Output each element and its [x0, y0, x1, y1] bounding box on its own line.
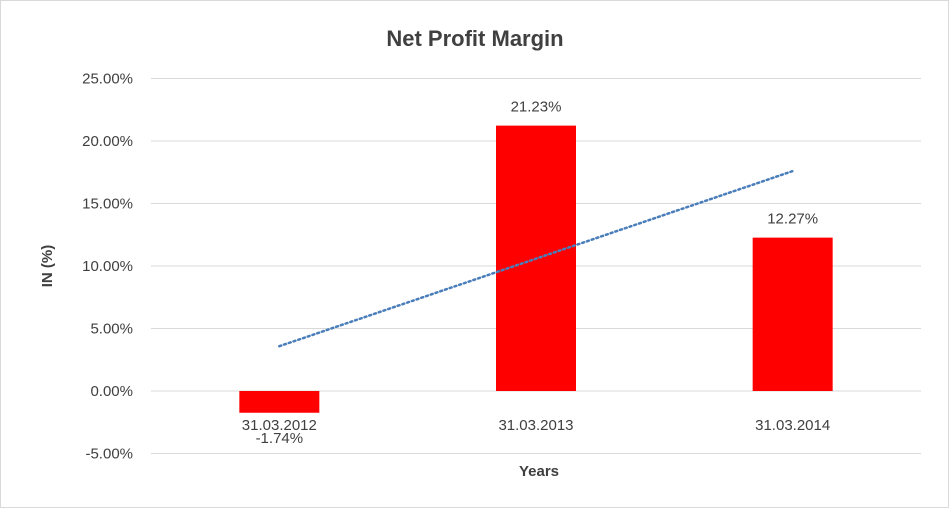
x-tick-label: 31.03.2014: [755, 417, 830, 434]
chart-title: Net Profit Margin: [386, 26, 563, 51]
bars: [239, 125, 833, 413]
y-tick-label: 15.00%: [82, 196, 133, 213]
trendline-layer: [278, 169, 794, 348]
x-tick-labels: 31.03.2012 31.03.2013 31.03.2014: [242, 417, 830, 434]
y-tick-label: 20.00%: [82, 133, 133, 150]
y-axis-label: IN (%): [39, 245, 56, 288]
trendline: [278, 169, 794, 348]
data-label: 12.27%: [767, 211, 818, 228]
x-tick-label: 31.03.2012: [242, 417, 317, 434]
y-tick-label: 5.00%: [90, 321, 133, 338]
y-tick-label: 0.00%: [90, 383, 133, 400]
x-tick-label: 31.03.2013: [498, 417, 573, 434]
y-tick-label: -5.00%: [85, 446, 133, 463]
y-tick-label: 10.00%: [82, 258, 133, 275]
bar: [239, 391, 320, 413]
y-tick-label: 25.00%: [82, 71, 133, 88]
data-label: 21.23%: [511, 99, 562, 116]
data-labels: -1.74% 21.23% 12.27%: [256, 99, 819, 447]
x-axis-label: Years: [519, 463, 559, 480]
y-tick-labels: 25.00% 20.00% 15.00% 10.00% 5.00% 0.00% -5.00%: [82, 71, 133, 463]
bar: [752, 237, 833, 391]
data-label: -1.74%: [256, 430, 304, 447]
